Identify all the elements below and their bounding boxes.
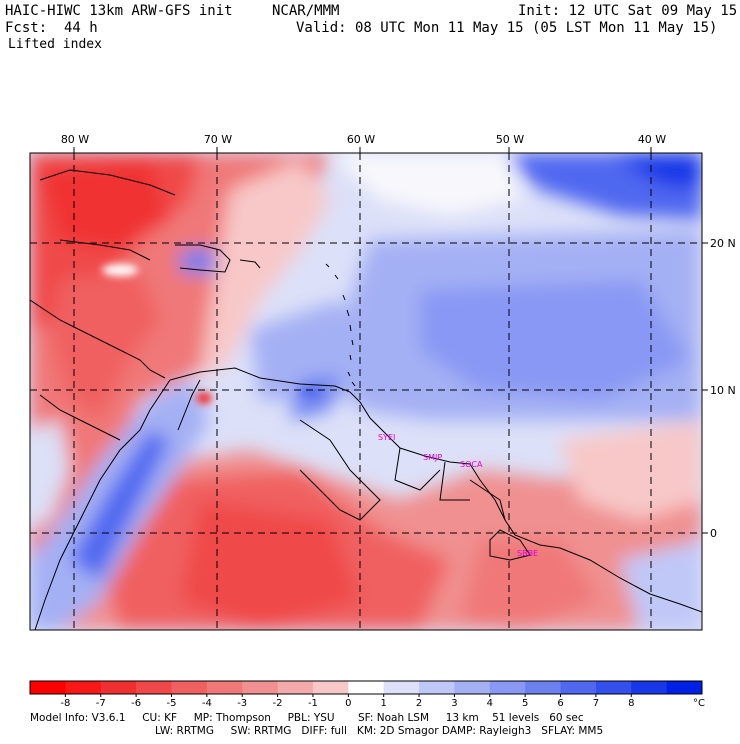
field-name: Lifted index [8,37,102,52]
lon-label: 60 W [347,133,375,146]
colorbar-swatch [525,681,562,694]
forecast-hour: 44 h [64,20,98,36]
station-label: SMJP [423,453,442,462]
colorbar-label: -4 [202,698,212,709]
station-label: SYEI [378,433,395,442]
colorbar-swatch [489,681,526,694]
colorbar-frame [29,680,703,695]
colorbar-swatch [242,681,279,694]
lesser-antilles [325,263,356,387]
forecast-label: Fcst: [5,20,48,36]
model-info-line1: Model Info: V3.6.1 CU: KF MP: Thompson P… [30,712,584,724]
lon-label: 80 W [61,133,89,146]
longitude-labels: 80 W 70 W 60 W 50 W 40 W [61,133,666,146]
colorbar-label: 3 [451,698,457,709]
colorbar-swatch [595,681,632,694]
colorbar-swatch [560,681,597,694]
colorbar-label: 4 [487,698,493,709]
colorbar-unit: °C [693,698,705,709]
model-title: HAIC-HIWC 13km ARW-GFS init [5,3,233,19]
colorbar-swatch [312,681,349,694]
colorbar-swatch [666,681,703,694]
station-label: SOCA [460,460,483,469]
colorbar-label: 1 [380,698,386,709]
lat-label: 10 N [710,384,736,397]
colorbar-swatch [631,681,668,694]
colorbar-swatch [171,681,208,694]
lat-label: 20 N [710,237,736,250]
lon-label: 40 W [638,133,666,146]
colorbar-swatch [100,681,137,694]
colorbar-label: 7 [593,698,599,709]
colorbar-label: 8 [628,698,634,709]
colorbar: -8 -7 -6 -5 -4 -3 -2 -1 0 1 2 3 4 5 6 7 8 °C [29,680,705,709]
colorbar-swatch [136,681,172,694]
colorbar-swatch [277,681,314,694]
colorbar-label: 2 [416,698,422,709]
coastlines [30,169,702,630]
latitude-labels: 20 N 10 N 0 [710,237,736,540]
lon-label: 50 W [496,133,524,146]
colorbar-label: 0 [345,698,351,709]
model-info-line2: LW: RRTMG SW: RRTMG DIFF: full KM: 2D Sm… [155,725,604,737]
station-label: SBBE [517,549,538,558]
colorbar-swatch [206,681,243,694]
valid-time: Valid: 08 UTC Mon 11 May 15 (05 LST Mon … [296,20,718,36]
graticule [30,147,708,630]
map-frame [29,152,703,631]
colorbar-label: -6 [131,698,141,709]
colorbar-swatch [65,681,102,694]
lon-label: 70 W [204,133,232,146]
colorbar-label: -8 [60,698,70,709]
lat-label: 0 [710,527,717,540]
colorbar-label: 5 [522,698,528,709]
colorbar-swatch [383,681,420,694]
colorbar-label: -5 [166,698,176,709]
colorbar-label: -7 [96,698,106,709]
lifted-index-field [30,153,702,630]
init-time: Init: 12 UTC Sat 09 May 15 [518,3,738,19]
station-labels: SYEI SMJP SOCA SBBE [378,433,538,558]
colorbar-label: -3 [237,698,247,709]
colorbar-swatch [348,681,385,694]
colorbar-swatch [30,681,66,694]
colorbar-swatch [419,681,455,694]
colorbar-swatch [454,681,491,694]
org-label: NCAR/MMM [272,3,340,19]
colorbar-label: -1 [308,698,318,709]
colorbar-label: 6 [557,698,563,709]
colorbar-label: -2 [273,698,283,709]
